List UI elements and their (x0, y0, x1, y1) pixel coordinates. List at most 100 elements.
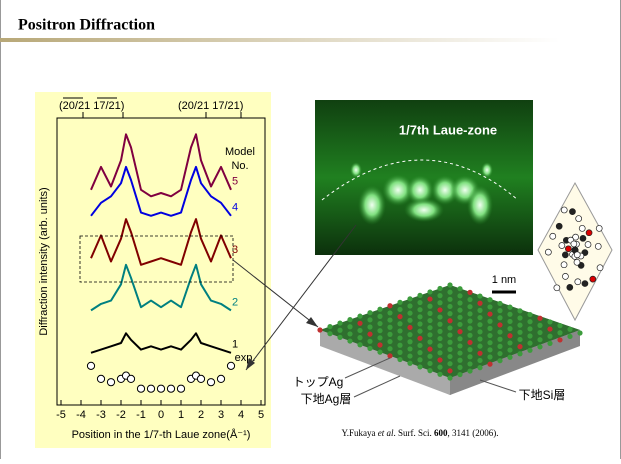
slide: Positron Diffraction -5-4-3-2-1012345Pos… (0, 0, 621, 459)
citation-authors: Y.Fukaya (341, 428, 377, 438)
atom (447, 304, 452, 309)
citation-volume: 600 (434, 428, 448, 438)
top-label: (20/21 17/21) (178, 100, 243, 112)
citation-etal: et al (378, 428, 394, 438)
atom (427, 354, 432, 359)
atom (537, 344, 542, 349)
atom (467, 304, 472, 309)
atom (397, 343, 402, 348)
atom (569, 209, 575, 215)
x-tick-label: -1 (136, 409, 146, 421)
atom (417, 336, 422, 341)
atom (427, 311, 432, 316)
atom (387, 303, 392, 308)
atom (457, 286, 462, 291)
series-label: 1 (232, 339, 238, 351)
atom (575, 279, 581, 285)
x-tick-label: -5 (56, 409, 66, 421)
atom (427, 304, 432, 309)
atom (477, 308, 482, 313)
citation: Y.Fukaya et al. Surf. Sci. 600, 3141 (20… (341, 428, 498, 438)
atom (595, 243, 601, 249)
atom (562, 273, 568, 279)
atom (477, 315, 482, 320)
atom (467, 368, 472, 373)
legend-title: No. (231, 160, 248, 172)
atom (417, 300, 422, 305)
atom (497, 308, 502, 313)
atom (507, 333, 512, 338)
atom (397, 300, 402, 305)
title: Positron Diffraction (18, 17, 155, 34)
atom (447, 347, 452, 352)
atom (517, 308, 522, 313)
atom (577, 330, 582, 335)
atom (597, 265, 603, 271)
atom (561, 262, 567, 268)
atom (427, 289, 432, 294)
atom (562, 252, 568, 258)
atom (437, 365, 442, 370)
atom (487, 304, 492, 309)
atom (447, 318, 452, 323)
atom (347, 331, 352, 336)
atom (497, 315, 502, 320)
exp-point (197, 375, 204, 382)
atom (357, 342, 362, 347)
atom (477, 336, 482, 341)
atom (397, 350, 402, 355)
atom (447, 375, 452, 380)
atom (387, 325, 392, 330)
atom (437, 300, 442, 305)
atom (447, 332, 452, 337)
atom (547, 341, 552, 346)
atom (477, 358, 482, 363)
atom (467, 318, 472, 323)
atom (357, 321, 362, 326)
atom (557, 330, 562, 335)
atom (407, 346, 412, 351)
atom (427, 318, 432, 323)
series-label: 2 (232, 296, 238, 308)
atom (437, 293, 442, 298)
atom (437, 307, 442, 312)
atom (317, 327, 322, 332)
atom (537, 323, 542, 328)
top-ag-label: トップAg (293, 375, 344, 389)
atom (437, 336, 442, 341)
atom (427, 339, 432, 344)
atom (477, 293, 482, 298)
atom (507, 312, 512, 317)
atom (387, 353, 392, 358)
exp-point (227, 362, 234, 369)
atom (447, 311, 452, 316)
atom (527, 341, 532, 346)
atom (497, 344, 502, 349)
atom (367, 339, 372, 344)
atom (571, 241, 577, 247)
atom (565, 246, 571, 252)
atom (557, 337, 562, 342)
atom (467, 354, 472, 359)
atom (417, 293, 422, 298)
atom (497, 337, 502, 342)
atom (477, 344, 482, 349)
atom (407, 361, 412, 366)
atom (527, 312, 532, 317)
x-tick-label: 2 (198, 409, 204, 421)
surface-model (317, 282, 582, 395)
x-tick-label: 0 (158, 409, 164, 421)
atom (367, 324, 372, 329)
pointer (480, 380, 516, 392)
atom (417, 321, 422, 326)
atom (527, 348, 532, 353)
atom (517, 337, 522, 342)
atom (347, 338, 352, 343)
atom (547, 334, 552, 339)
atom (397, 307, 402, 312)
atom (457, 372, 462, 377)
atom (437, 372, 442, 377)
atom (497, 351, 502, 356)
atom (417, 314, 422, 319)
atom (377, 321, 382, 326)
